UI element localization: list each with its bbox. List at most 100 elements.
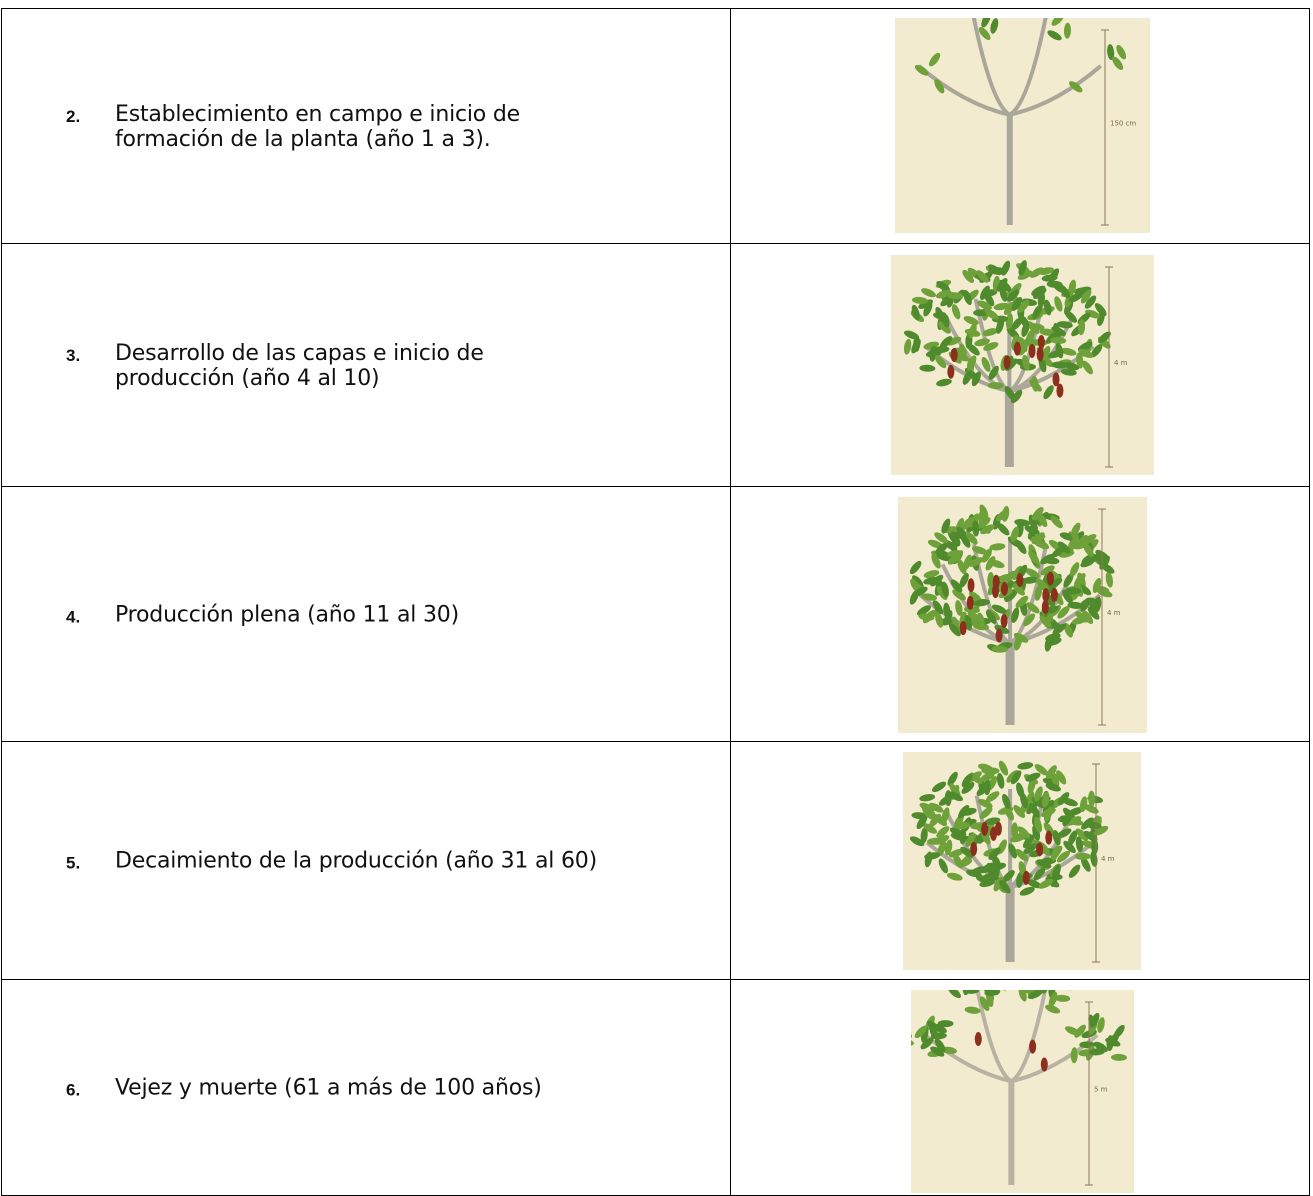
leaf bbox=[990, 862, 1007, 871]
leaf bbox=[1043, 299, 1052, 316]
leaf bbox=[1011, 607, 1020, 623]
leaf bbox=[957, 559, 967, 575]
leaf bbox=[1085, 821, 1102, 829]
tree-illustration: 4 m bbox=[898, 497, 1147, 733]
leaf bbox=[994, 624, 1010, 634]
leaf bbox=[1010, 526, 1019, 543]
leaf bbox=[967, 355, 977, 371]
cacao-pod bbox=[1016, 573, 1024, 588]
leaf bbox=[1105, 571, 1114, 588]
leaf bbox=[924, 851, 933, 868]
leaf bbox=[962, 269, 974, 283]
leaf bbox=[911, 296, 928, 304]
leaf bbox=[947, 292, 964, 300]
leaf bbox=[1046, 280, 1063, 288]
table-row: 5. Decaimiento de la producción (año 31 a… bbox=[1, 741, 1310, 980]
leaf bbox=[948, 990, 961, 999]
leaf bbox=[921, 806, 934, 820]
leaf bbox=[935, 542, 949, 555]
leaf bbox=[922, 610, 935, 624]
leaf bbox=[1017, 826, 1031, 839]
leaf bbox=[1006, 289, 1020, 302]
leaf bbox=[948, 848, 965, 858]
leaf bbox=[1070, 1047, 1078, 1064]
leaf bbox=[1018, 260, 1027, 276]
leaf bbox=[923, 576, 939, 585]
leaf bbox=[990, 18, 999, 34]
stage-number: 6. bbox=[66, 1080, 81, 1099]
leaf bbox=[1063, 22, 1071, 39]
stage-number: 3. bbox=[66, 345, 81, 365]
leaf bbox=[947, 550, 964, 558]
leaf bbox=[1054, 994, 1071, 1002]
leaf bbox=[947, 771, 958, 786]
cacao-pod bbox=[1022, 870, 1030, 885]
leaf bbox=[946, 336, 962, 346]
leaf bbox=[1002, 793, 1011, 810]
leaf bbox=[1076, 352, 1084, 369]
leaf bbox=[946, 872, 963, 881]
leaf bbox=[1017, 762, 1034, 770]
leaf bbox=[923, 823, 937, 834]
leaf bbox=[1019, 886, 1035, 896]
leaf bbox=[1094, 303, 1107, 317]
leaf bbox=[1084, 295, 1097, 309]
leaf bbox=[1001, 505, 1010, 522]
leaf bbox=[993, 302, 1010, 311]
leaf bbox=[983, 990, 999, 996]
leaf bbox=[932, 781, 947, 793]
leaf bbox=[950, 579, 963, 593]
leaf bbox=[938, 858, 949, 874]
leaf bbox=[980, 524, 995, 535]
leaf bbox=[1018, 990, 1027, 1002]
stage-description: Producción plena (año 11 al 30) bbox=[115, 602, 459, 627]
tree-illustration: 4 m bbox=[903, 752, 1141, 970]
leaf bbox=[1027, 990, 1043, 999]
table-row: 3. Desarrollo de las capas e inicio de pro… bbox=[1, 243, 1310, 487]
leaf bbox=[1069, 562, 1080, 577]
leaf bbox=[974, 338, 990, 347]
leaf bbox=[1080, 857, 1091, 872]
leaf bbox=[941, 581, 949, 598]
leaf bbox=[948, 791, 963, 802]
leaf bbox=[1036, 859, 1052, 869]
leaf bbox=[1028, 802, 1040, 817]
leaf bbox=[934, 354, 947, 369]
leaf bbox=[1098, 331, 1111, 344]
leaf bbox=[1013, 632, 1029, 643]
cacao-pod bbox=[974, 1032, 982, 1047]
leaf bbox=[977, 300, 992, 310]
leaf bbox=[923, 570, 940, 579]
branch bbox=[1009, 64, 1103, 117]
branch bbox=[924, 1033, 1012, 1084]
leaf bbox=[954, 822, 971, 830]
leaf bbox=[1052, 830, 1061, 846]
leaf bbox=[919, 794, 936, 802]
leaf bbox=[1083, 830, 1098, 842]
leaf bbox=[1062, 798, 1078, 807]
leaf bbox=[1083, 542, 1094, 557]
column-divider bbox=[730, 9, 731, 244]
cacao-pod bbox=[991, 584, 999, 599]
leaf bbox=[1056, 828, 1072, 839]
leaf bbox=[962, 370, 973, 385]
leaf bbox=[955, 600, 963, 616]
cacao-pod bbox=[995, 628, 1003, 643]
leaf bbox=[937, 1020, 954, 1028]
leaf bbox=[963, 316, 979, 325]
leaf bbox=[914, 1025, 927, 1039]
stage-text: 3. Desarrollo de las capas e inicio de pro… bbox=[66, 341, 484, 391]
stage-text: 2. Establecimiento en campo e inicio de fo… bbox=[66, 102, 520, 152]
cacao-pod bbox=[1000, 581, 1008, 596]
cacao-pod bbox=[950, 347, 958, 362]
leaf bbox=[1031, 536, 1045, 549]
leaf bbox=[1095, 553, 1106, 569]
stage-number: 2. bbox=[66, 106, 81, 126]
scale-label: 4 m bbox=[1101, 855, 1115, 863]
leaf bbox=[1062, 812, 1073, 827]
stage-description: Vejez y muerte (61 a más de 100 años) bbox=[115, 1075, 542, 1100]
cacao-pod bbox=[1036, 842, 1044, 857]
leaf bbox=[968, 557, 984, 567]
leaf bbox=[934, 814, 948, 827]
